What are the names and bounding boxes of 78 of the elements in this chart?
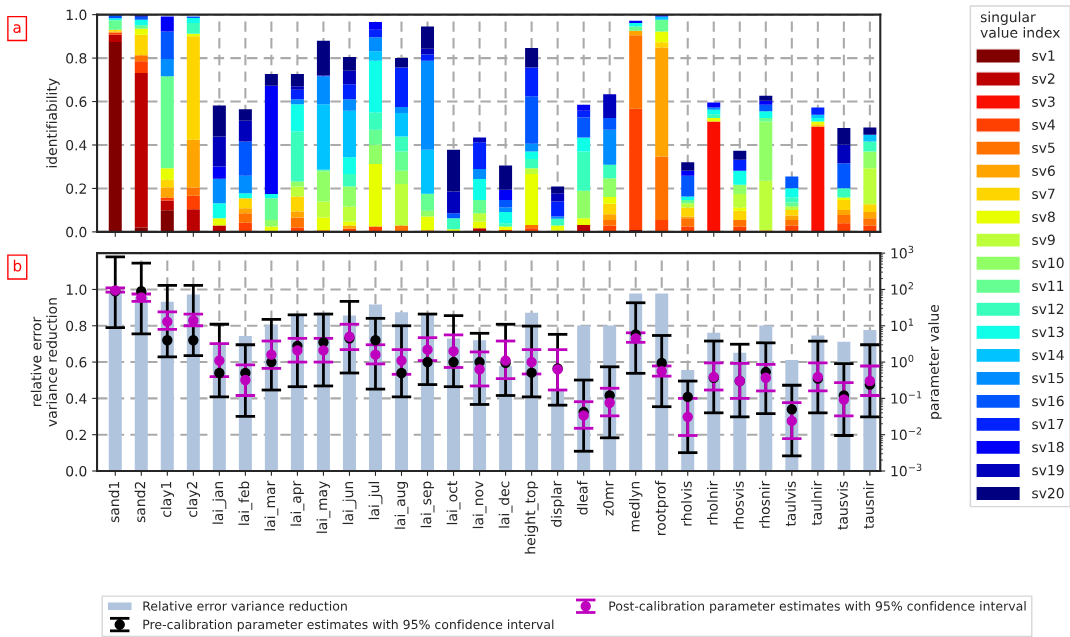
y-tick-label: 0.2 (66, 429, 86, 441)
x-tick-label: lai_apr (290, 480, 305, 526)
legend-label: sv18 (1032, 441, 1064, 453)
x-tick-label: clay1 (160, 482, 175, 518)
legend-label: sv9 (1032, 234, 1055, 246)
x-tick-label: height_top (524, 481, 539, 554)
y-tick-label: 0.4 (66, 139, 87, 151)
legend-label: sv10 (1032, 257, 1064, 269)
legend-title: singular value index (980, 11, 1060, 38)
y-tick-label: 0.0 (66, 226, 87, 238)
legend-label: sv19 (1032, 464, 1064, 476)
y-axis-title: identifiability (46, 78, 60, 168)
x-tick-label: lai_may (316, 481, 331, 533)
y-axis-title: relative error variance reduction (30, 298, 57, 427)
text: b (13, 259, 22, 272)
y-tick-label: 0.4 (66, 393, 87, 404)
x-tick-label: taulnir (811, 480, 822, 526)
x-tick-label: lai_jun (342, 481, 357, 525)
legend-label: sv12 (1032, 303, 1064, 315)
y2-tick-label: 10$^{−3}$ (891, 463, 922, 477)
legend-label: Pre-calibration parameter estimates with 95% confidence interval (143, 619, 554, 632)
y-tick-label: 0.6 (66, 96, 87, 108)
x-tick-label: lai_nov (472, 481, 487, 529)
x-tick-label: rhosnir (759, 480, 770, 528)
legend-label: sv7 (1032, 188, 1055, 200)
x-tick-label: lai_oct (446, 481, 461, 525)
legend-label: sv14 (1032, 349, 1064, 361)
x-tick-label: dleaf (576, 480, 588, 515)
x-tick-label: rholnir (707, 480, 718, 525)
y-tick-label: 0.6 (66, 357, 87, 368)
legend-label: sv4 (1032, 119, 1055, 130)
y2-tick-label: 10$^{−1}$ (891, 391, 922, 404)
x-tick-label: displar (550, 480, 565, 527)
x-tick-label: lai_jul (368, 482, 383, 520)
y-tick-label: 0.8 (66, 53, 87, 64)
x-tick-label: lai_mar (264, 480, 279, 531)
x-tick-label: clay2 (186, 482, 201, 518)
y-tick-label: 0.2 (66, 183, 86, 194)
x-tick-label: taulvis (785, 481, 796, 527)
y2-tick-label: 10$^{2}$ (891, 282, 914, 295)
legend-label: sv13 (1032, 326, 1064, 338)
x-tick-label: rholvis (681, 481, 692, 526)
x-tick-label: lai_jan (212, 481, 227, 524)
x-tick-label: lai_sep (420, 481, 435, 528)
text: a (13, 24, 21, 33)
legend-label: sv5 (1032, 142, 1055, 153)
x-tick-label: rootprof (654, 480, 669, 535)
legend-label: Post-calibration parameter estimates with 95% confidence interval (609, 601, 1026, 614)
y2-tick-label: 10$^{3}$ (891, 245, 914, 259)
legend-label: sv15 (1032, 372, 1064, 384)
y2-tick-label: 10$^{0}$ (891, 354, 914, 368)
legend-label: sv8 (1032, 211, 1055, 223)
legend-label: sv6 (1032, 165, 1055, 176)
y-tick-label: 0.0 (66, 465, 87, 477)
legend-label: sv11 (1032, 280, 1064, 292)
y2-tick-label: 10$^{1}$ (891, 318, 914, 332)
legend-label: sv17 (1032, 418, 1064, 430)
x-tick-label: lai_dec (498, 481, 513, 528)
y-tick-label: 1.0 (66, 9, 87, 21)
y2-tick-label: 10$^{−2}$ (891, 427, 922, 441)
x-tick-label: sand2 (134, 482, 146, 523)
x-tick-label: lai_feb (238, 481, 253, 525)
x-tick-label: tausnir (863, 480, 874, 529)
x-tick-label: rhosvis (733, 481, 744, 529)
legend-label: sv16 (1032, 395, 1064, 407)
x-tick-label: tausvis (837, 481, 848, 530)
x-tick-label: medlyn (628, 481, 643, 532)
x-tick-label: z0mr (603, 480, 614, 516)
legend-label: Relative error variance reduction (143, 601, 347, 611)
legend-label: sv1 (1032, 50, 1055, 61)
x-tick-label: sand1 (108, 482, 120, 523)
legend-label: sv20 (1032, 487, 1064, 499)
x-tick-label: lai_aug (394, 481, 409, 529)
y2-axis-title: parameter value (928, 304, 942, 419)
legend-label: sv3 (1032, 96, 1055, 107)
y-tick-label: 1.0 (66, 284, 87, 295)
legend-label: sv2 (1032, 73, 1055, 84)
y-tick-label: 0.8 (66, 320, 87, 332)
